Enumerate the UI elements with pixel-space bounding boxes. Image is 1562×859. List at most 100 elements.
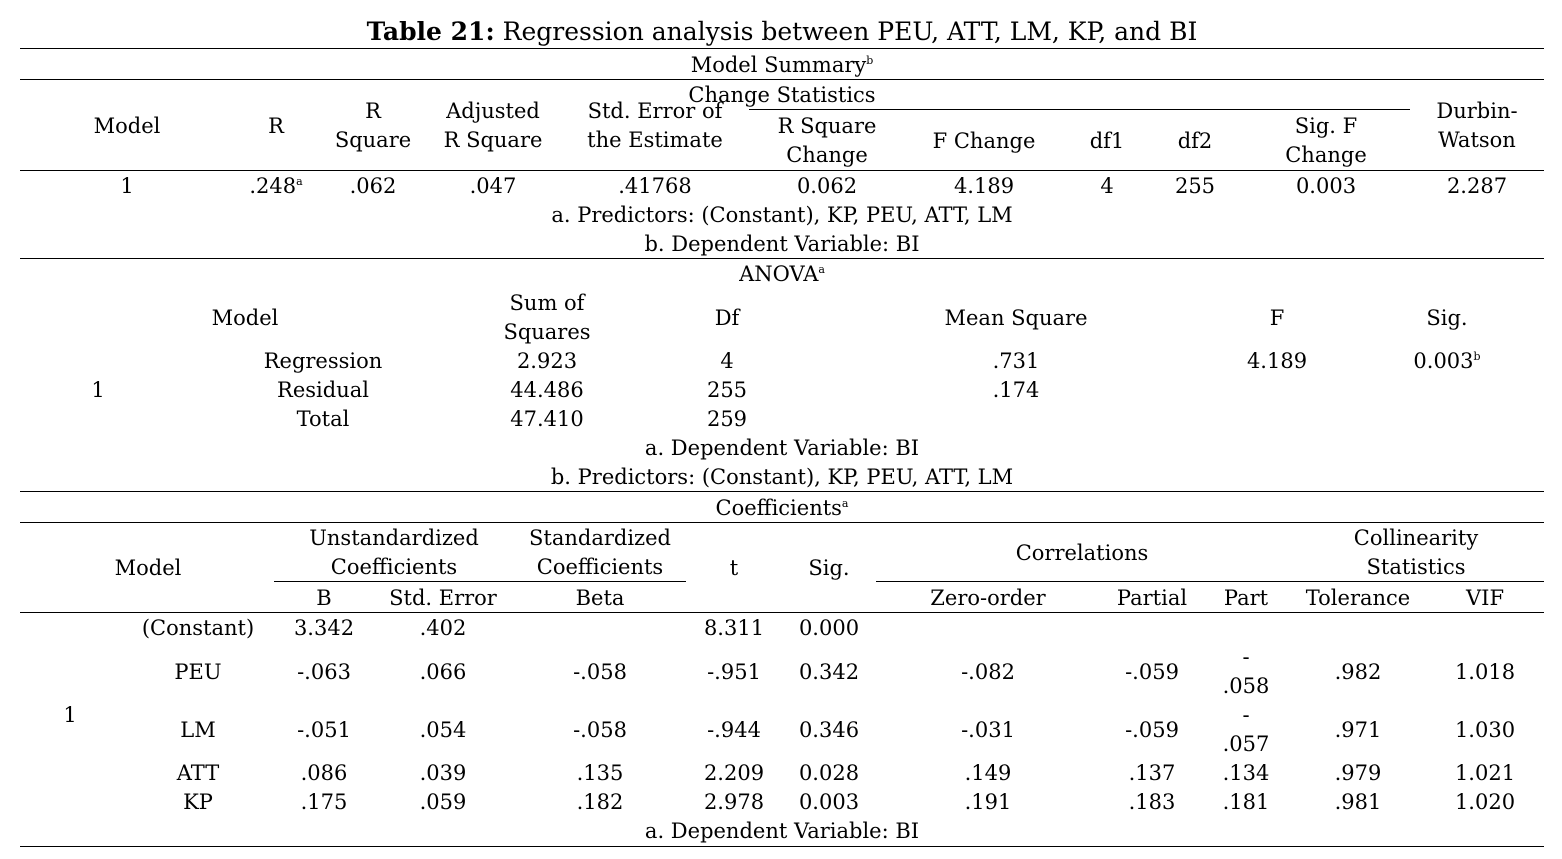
cell-tolerance: .971 — [1334, 718, 1382, 742]
header-model: Model — [93, 114, 161, 138]
header-change-statistics: Change Statistics — [688, 83, 876, 107]
row-label-att: ATT — [176, 761, 220, 785]
header-f: F — [1269, 306, 1285, 330]
rule-anova-top — [20, 258, 1544, 259]
table-caption: Regression analysis between PEU, ATT, LM… — [494, 17, 1198, 46]
header-sig: Sig. — [808, 556, 850, 580]
cell-part-sign: - — [1242, 645, 1250, 669]
cell-model: 1 — [91, 378, 105, 402]
header-std-error: Std. Error — [389, 586, 497, 610]
header-model: Model — [211, 306, 279, 330]
rule-top — [20, 48, 1544, 49]
cell-sig: 0.346 — [798, 718, 860, 742]
cell-model: 1 — [63, 703, 77, 727]
cell-ss: 2.923 — [516, 349, 578, 373]
header-beta: Beta — [575, 586, 625, 610]
header-rsq-change-2: Change — [786, 143, 868, 167]
cell-part: .134 — [1222, 761, 1270, 785]
header-durbin: Durbin- — [1436, 99, 1518, 123]
cell-r: .248a — [249, 174, 303, 198]
cell-durbin: 2.287 — [1446, 174, 1508, 198]
cell-df2: 255 — [1174, 174, 1216, 198]
cell-std-error: .402 — [419, 616, 467, 640]
rule-model-summary-heading — [20, 79, 1544, 80]
table-number: Table 21: — [366, 17, 495, 46]
cell-t: 8.311 — [703, 616, 765, 640]
footnote: b. Dependent Variable: BI — [644, 232, 920, 256]
header-zero-order: Zero-order — [930, 586, 1046, 610]
header-standardized: Standardized — [529, 526, 671, 550]
cell-partial: -.059 — [1125, 660, 1179, 684]
row-label-kp: KP — [183, 790, 213, 814]
cell-ms: .174 — [992, 378, 1040, 402]
header-unstandardized-2: Coefficients — [330, 555, 458, 579]
cell-model: 1 — [120, 174, 134, 198]
header-part: Part — [1223, 586, 1269, 610]
header-r-square: R — [365, 99, 381, 123]
cell-r-square: .062 — [349, 174, 397, 198]
header-std-error-2: the Estimate — [587, 128, 723, 152]
header-vif: VIF — [1465, 586, 1505, 610]
header-durbin-2: Watson — [1438, 128, 1516, 152]
cell-vif: 1.030 — [1454, 718, 1516, 742]
cell-beta: -.058 — [573, 660, 627, 684]
cell-std-error: .066 — [419, 660, 467, 684]
row-label-constant: (Constant) — [141, 616, 255, 640]
footnote: b. Predictors: (Constant), KP, PEU, ATT,… — [550, 465, 1014, 489]
cell-part-sign: - — [1242, 703, 1250, 727]
row-label-residual: Residual — [277, 378, 369, 402]
cell-f-change: 4.189 — [953, 174, 1015, 198]
cell-t: 2.978 — [703, 790, 765, 814]
cell-part: .057 — [1222, 732, 1270, 756]
cell-t: -.944 — [707, 718, 761, 742]
cell-df: 259 — [706, 407, 748, 431]
cell-ms: .731 — [992, 349, 1040, 373]
rule-change-statistics — [749, 109, 1410, 110]
cell-adjusted: .047 — [469, 174, 517, 198]
cell-sig: 0.003 — [798, 790, 860, 814]
cell-sig: 0.000 — [798, 616, 860, 640]
rule-bottom — [20, 846, 1544, 847]
header-f-change: F Change — [932, 129, 1036, 153]
rule-coefficients-heading — [20, 522, 1544, 523]
cell-ss: 47.410 — [510, 407, 584, 431]
header-sig-f-2: Change — [1285, 143, 1367, 167]
cell-zero-order: -.082 — [961, 660, 1015, 684]
cell-partial: .137 — [1128, 761, 1176, 785]
cell-partial: .183 — [1128, 790, 1176, 814]
coefficients-heading: Coefficientsa — [715, 496, 849, 520]
header-std-error: Std. Error of — [587, 99, 723, 123]
cell-partial: -.059 — [1125, 718, 1179, 742]
cell-beta: .135 — [576, 761, 624, 785]
cell-b: .086 — [300, 761, 348, 785]
cell-sig: 0.028 — [798, 761, 860, 785]
cell-sig: 0.342 — [798, 660, 860, 684]
cell-std-error: .059 — [419, 790, 467, 814]
cell-df1: 4 — [1100, 174, 1114, 198]
header-sig: Sig. — [1426, 306, 1468, 330]
cell-beta: -.058 — [573, 718, 627, 742]
header-r: R — [268, 114, 284, 138]
cell-vif: 1.018 — [1454, 660, 1516, 684]
cell-t: 2.209 — [703, 761, 765, 785]
cell-tolerance: .979 — [1334, 761, 1382, 785]
cell-b: -.051 — [297, 718, 351, 742]
rule-coefficients-header — [20, 612, 1544, 613]
header-adjusted-2: R Square — [443, 128, 543, 152]
row-label-total: Total — [296, 407, 350, 431]
header-sum-of-squares: Sum of — [509, 291, 585, 315]
cell-vif: 1.020 — [1454, 790, 1516, 814]
cell-ss: 44.486 — [510, 378, 584, 402]
cell-std-error: .054 — [419, 718, 467, 742]
cell-t: -.951 — [707, 660, 761, 684]
header-collinearity: Collinearity — [1353, 526, 1479, 550]
header-mean-square: Mean Square — [944, 306, 1088, 330]
footnote: a. Dependent Variable: BI — [644, 436, 920, 460]
header-collinearity-2: Statistics — [1366, 555, 1466, 579]
cell-tolerance: .981 — [1334, 790, 1382, 814]
cell-std-error: .41768 — [618, 174, 692, 198]
cell-rsq-change: 0.062 — [796, 174, 858, 198]
row-label-lm: LM — [180, 718, 216, 742]
header-df: Df — [714, 306, 740, 330]
table-title: Table 21: Regression analysis between PE… — [367, 17, 1198, 47]
